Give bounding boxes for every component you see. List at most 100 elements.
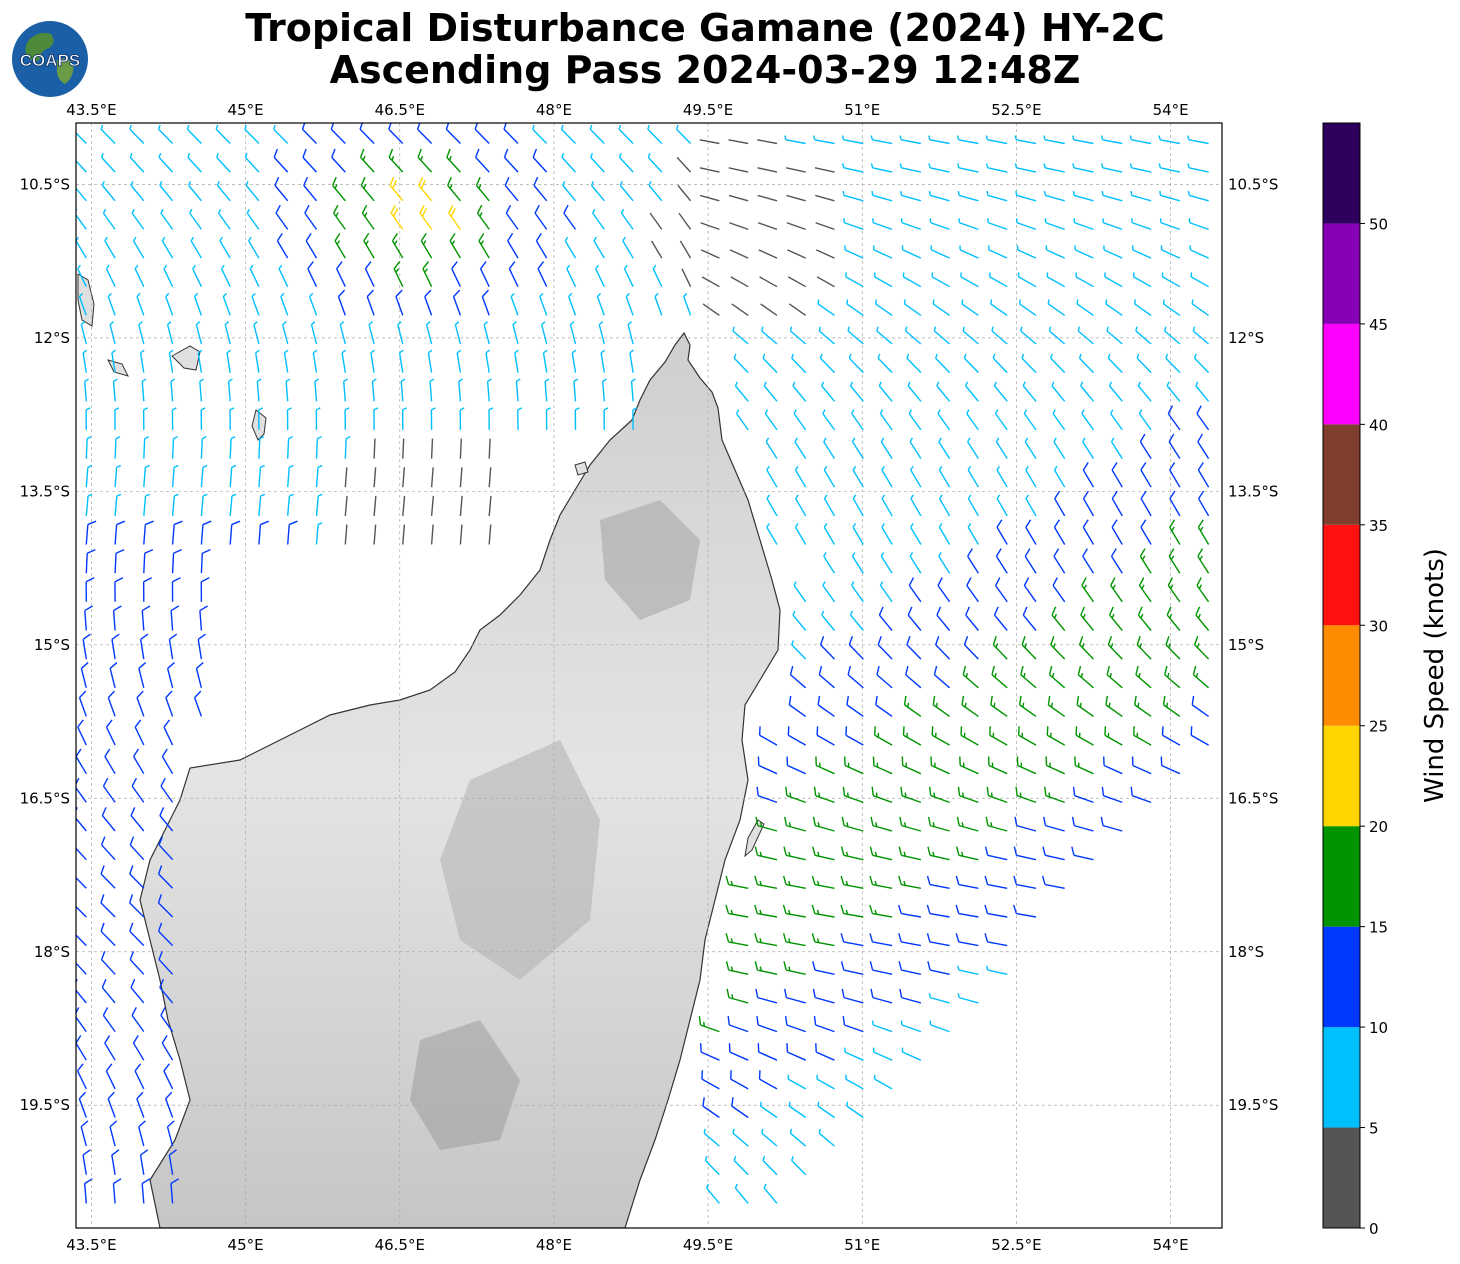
wind-barb — [623, 264, 634, 288]
wind-barb — [757, 756, 778, 775]
wind-barb — [926, 875, 950, 889]
wind-barb — [373, 438, 376, 459]
wind-barb — [157, 894, 174, 918]
wind-barb — [1016, 756, 1037, 775]
wind-barb — [1187, 163, 1209, 173]
wind-barb — [229, 464, 237, 488]
wind-barb — [766, 465, 778, 488]
wind-barb — [82, 633, 91, 660]
wind-barb — [158, 836, 174, 861]
wind-barb — [787, 249, 806, 259]
wind-barb — [956, 135, 979, 145]
lat-tick-label-right: 13.5°S — [1228, 482, 1278, 500]
wind-barb — [1021, 636, 1037, 660]
wind-barb — [129, 950, 145, 975]
wind-barb — [872, 756, 893, 775]
wind-barb — [138, 1120, 146, 1147]
wind-barb — [143, 520, 154, 545]
island-anjouan — [171, 345, 201, 371]
wind-barb — [100, 950, 116, 975]
wind-barb — [190, 236, 203, 259]
wind-barb — [564, 236, 577, 259]
wind-barb — [170, 378, 176, 402]
wind-barb — [821, 610, 836, 631]
wind-barb — [1024, 548, 1037, 574]
wind-barb — [760, 303, 778, 316]
wind-barb — [876, 326, 893, 345]
wind-barb — [129, 922, 145, 947]
wind-barb — [725, 904, 749, 918]
wind-barb — [459, 495, 463, 516]
wind-barb — [82, 349, 88, 373]
wind-barb — [841, 816, 864, 832]
wind-barb — [1135, 326, 1152, 345]
wind-barb — [782, 904, 806, 918]
wind-barb — [251, 292, 260, 316]
wind-barb — [1015, 218, 1037, 231]
wind-barb — [842, 786, 864, 804]
wind-barb — [960, 272, 979, 288]
wind-barb — [877, 353, 893, 374]
wind-barb — [427, 349, 433, 373]
wind-barb — [791, 353, 807, 374]
wind-barb — [985, 163, 1008, 173]
wind-barb — [728, 1043, 749, 1061]
wind-barb — [734, 1183, 749, 1204]
wind-barb — [139, 349, 145, 373]
wind-barb — [171, 407, 177, 430]
wind-barb — [966, 577, 979, 603]
wind-barb — [222, 292, 231, 316]
wind-barb — [459, 524, 463, 545]
wind-barb — [158, 152, 174, 173]
wind-barb — [937, 409, 951, 431]
wind-barb — [754, 875, 778, 889]
wind-barb — [793, 581, 807, 603]
wind-barb — [1072, 163, 1094, 173]
wind-barb — [786, 1043, 806, 1061]
wind-barb — [989, 272, 1008, 288]
wind-barb — [310, 321, 318, 345]
wind-barb — [77, 719, 87, 746]
wind-barb — [629, 349, 634, 373]
wind-barb — [985, 135, 1008, 145]
wind-barb — [875, 299, 893, 316]
wind-barb — [200, 548, 211, 574]
colorbar-tick-label: 50 — [1369, 215, 1388, 233]
wind-barb — [1041, 875, 1065, 889]
wind-barb — [590, 152, 605, 173]
wind-barb — [142, 577, 152, 602]
wind-barb — [935, 636, 951, 660]
wind-barb — [996, 519, 1008, 545]
wind-barb — [927, 961, 950, 975]
wind-barb — [849, 381, 864, 402]
wind-barb — [852, 494, 864, 517]
wind-barb — [1100, 816, 1123, 832]
wind-barb — [1053, 519, 1066, 545]
wind-barb — [1104, 272, 1123, 288]
wind-barb — [566, 264, 577, 288]
wind-barb — [373, 407, 379, 430]
wind-barb — [219, 236, 231, 259]
wind-barb — [1134, 299, 1152, 316]
wind-barb — [676, 156, 692, 173]
wind-barb — [157, 124, 174, 144]
wind-barb — [701, 276, 720, 288]
wind-barb — [1130, 786, 1152, 804]
wind-barb — [600, 349, 606, 373]
wind-barb — [593, 236, 605, 259]
wind-barb — [786, 222, 806, 231]
wind-barb — [76, 950, 87, 975]
wind-barb — [725, 875, 749, 889]
wind-barb — [901, 245, 922, 259]
wind-barb — [187, 152, 202, 173]
colorbar-tick-label: 35 — [1369, 517, 1388, 535]
wind-barb — [1048, 326, 1066, 345]
wind-barb — [783, 961, 806, 975]
wind-barb — [165, 1091, 174, 1118]
wind-barb — [852, 523, 864, 545]
wind-barb — [958, 218, 979, 231]
wind-barb — [111, 1149, 120, 1175]
wind-barb — [430, 438, 434, 459]
wind-barb — [1196, 405, 1210, 431]
colorbar-tick-label: 0 — [1369, 1220, 1379, 1238]
